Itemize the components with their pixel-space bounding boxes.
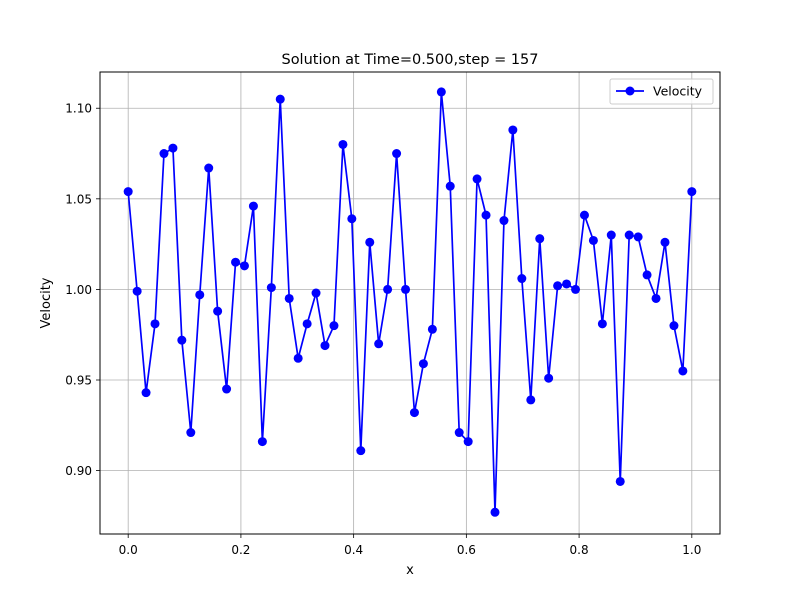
x-tick-label: 0.0 [119, 543, 138, 557]
plot-series [123, 87, 697, 517]
y-tick-label: 0.95 [65, 374, 92, 388]
data-point [678, 366, 688, 376]
data-point [222, 384, 232, 394]
data-point [633, 232, 643, 242]
data-point [213, 306, 223, 316]
data-point [517, 274, 527, 284]
data-point [409, 408, 419, 418]
series-line-velocity [127, 91, 693, 514]
data-point [204, 163, 214, 173]
x-tick-label: 0.8 [570, 543, 589, 557]
data-point [141, 388, 151, 398]
data-point [293, 353, 303, 363]
grid [100, 72, 720, 534]
plot-frame [99, 71, 721, 535]
legend-box [609, 78, 714, 105]
data-point [553, 281, 563, 291]
data-point [195, 290, 205, 300]
data-point [239, 261, 249, 271]
legend-label: Velocity [653, 84, 703, 99]
data-point [383, 284, 393, 294]
data-point [606, 230, 616, 240]
data-point [123, 187, 133, 197]
data-point [284, 293, 294, 303]
y-tick-label: 1.00 [65, 283, 92, 297]
data-point [168, 143, 178, 153]
data-point [275, 94, 285, 104]
data-point [571, 284, 581, 294]
data-point [159, 149, 169, 159]
data-point [150, 319, 160, 329]
chart-title: Solution at Time=0.500,step = 157 [281, 52, 538, 68]
y-axis-ticks: 0.90 0.95 1.00 1.05 1.10 [65, 102, 100, 478]
legend-marker-sample [625, 86, 635, 96]
data-point [132, 286, 142, 296]
data-point [177, 335, 187, 345]
data-point [347, 214, 357, 224]
data-point [499, 216, 509, 226]
data-point [329, 321, 339, 331]
data-point [544, 373, 554, 383]
data-point [687, 187, 697, 197]
x-tick-label: 0.6 [457, 543, 476, 557]
data-point [418, 359, 428, 369]
x-axis-label: x [406, 563, 414, 578]
data-point [579, 210, 589, 220]
data-point [481, 210, 491, 220]
data-point [624, 230, 634, 240]
data-point [660, 237, 670, 247]
data-point [535, 234, 545, 244]
data-point [526, 395, 536, 405]
data-point [320, 341, 330, 351]
data-point [231, 257, 241, 267]
data-point [445, 181, 455, 191]
data-point [311, 288, 321, 298]
data-point [562, 279, 572, 289]
data-point [597, 319, 607, 329]
x-tick-label: 0.2 [231, 543, 250, 557]
data-point [642, 270, 652, 280]
data-point [401, 284, 411, 294]
data-point [374, 339, 384, 349]
data-point [186, 428, 196, 438]
data-point [463, 437, 473, 447]
y-tick-label: 1.05 [65, 192, 92, 206]
data-point [508, 125, 518, 135]
legend: Velocity [609, 78, 714, 105]
data-point [356, 446, 366, 456]
data-point [365, 237, 375, 247]
data-point [248, 201, 258, 211]
data-point [427, 324, 437, 334]
data-point [338, 139, 348, 149]
data-point [392, 149, 402, 159]
data-point [588, 235, 598, 245]
data-point [490, 507, 500, 517]
data-point [302, 319, 312, 329]
x-tick-label: 0.4 [344, 543, 363, 557]
data-point [454, 428, 464, 438]
x-axis-ticks: 0.0 0.2 0.4 0.6 0.8 1.0 [119, 534, 701, 557]
data-point [266, 283, 276, 293]
y-tick-label: 0.90 [65, 464, 92, 478]
x-tick-label: 1.0 [682, 543, 701, 557]
data-point [436, 87, 446, 97]
data-point [257, 437, 267, 447]
y-axis-label: Velocity [39, 277, 54, 328]
y-tick-label: 1.10 [65, 102, 92, 116]
data-point [651, 293, 661, 303]
data-point [615, 476, 625, 486]
data-point [472, 174, 482, 184]
data-point [669, 321, 679, 331]
